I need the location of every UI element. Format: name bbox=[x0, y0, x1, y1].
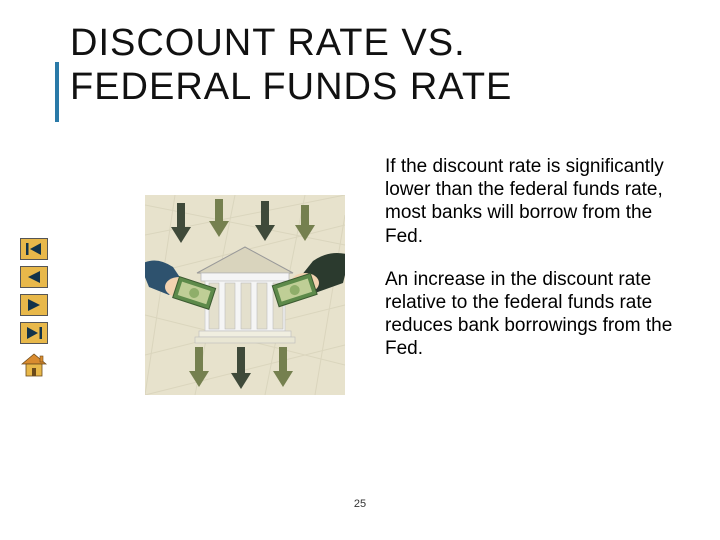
page-number: 25 bbox=[0, 498, 720, 510]
title-line-1: DISCOUNT RATE VS. bbox=[70, 22, 512, 66]
home-button[interactable] bbox=[20, 352, 48, 378]
slide-nav bbox=[20, 238, 48, 378]
bank-money-icon bbox=[145, 195, 345, 395]
last-slide-button[interactable] bbox=[20, 322, 48, 344]
first-slide-button[interactable] bbox=[20, 238, 48, 260]
skip-back-icon bbox=[25, 242, 43, 256]
clipart-bank-money bbox=[145, 195, 345, 395]
arrow-right-icon bbox=[25, 298, 43, 312]
paragraph-2: An increase in the discount rate relativ… bbox=[385, 268, 675, 361]
title-block: DISCOUNT RATE VS. FEDERAL FUNDS RATE bbox=[70, 22, 512, 109]
home-icon bbox=[21, 353, 47, 377]
body-text: If the discount rate is significantly lo… bbox=[385, 155, 675, 380]
title-accent-bar bbox=[55, 62, 59, 122]
prev-slide-button[interactable] bbox=[20, 266, 48, 288]
skip-forward-icon bbox=[25, 326, 43, 340]
paragraph-1: If the discount rate is significantly lo… bbox=[385, 155, 675, 248]
title-line-2: FEDERAL FUNDS RATE bbox=[70, 66, 512, 110]
next-slide-button[interactable] bbox=[20, 294, 48, 316]
arrow-left-icon bbox=[25, 270, 43, 284]
